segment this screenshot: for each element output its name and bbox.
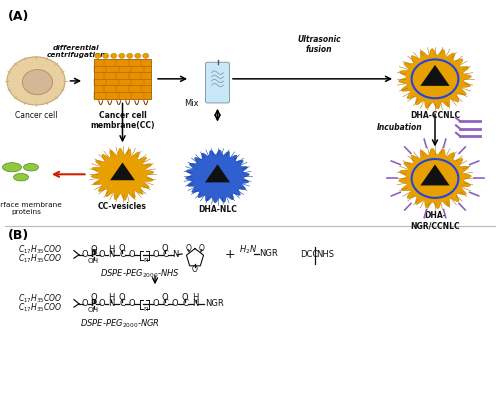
Circle shape	[7, 57, 65, 105]
Text: Cancer cell: Cancer cell	[15, 111, 57, 120]
Text: P: P	[90, 250, 96, 259]
Text: O: O	[118, 244, 126, 253]
Text: N: N	[108, 250, 114, 259]
Text: $C_{17}H_{35}COO$: $C_{17}H_{35}COO$	[18, 302, 62, 314]
Text: O: O	[90, 244, 97, 254]
Text: O: O	[182, 293, 188, 302]
Text: O: O	[82, 250, 88, 259]
Circle shape	[103, 53, 109, 58]
Text: $C_{17}H_{35}COO$: $C_{17}H_{35}COO$	[18, 293, 62, 305]
Text: O: O	[98, 250, 105, 259]
Circle shape	[135, 53, 141, 58]
Text: NGR: NGR	[260, 249, 278, 259]
Polygon shape	[398, 49, 471, 109]
Text: O: O	[199, 244, 205, 253]
Text: O: O	[82, 299, 88, 308]
Text: N: N	[108, 299, 114, 308]
Text: n: n	[144, 257, 148, 263]
Text: n: n	[144, 306, 148, 312]
Text: C: C	[182, 299, 188, 308]
Text: Ultrasonic
fusion: Ultrasonic fusion	[297, 34, 341, 54]
Text: $C_{17}H_{35}COO$: $C_{17}H_{35}COO$	[18, 253, 62, 265]
Polygon shape	[91, 148, 154, 200]
Text: O: O	[90, 293, 97, 303]
Text: N: N	[172, 250, 178, 259]
Text: O: O	[152, 299, 159, 308]
Text: (A): (A)	[8, 10, 29, 23]
Text: differential
centrifugation: differential centrifugation	[46, 45, 106, 58]
Text: O: O	[118, 293, 126, 302]
Circle shape	[143, 53, 149, 58]
Text: DHA-NLC: DHA-NLC	[198, 205, 237, 215]
Text: DSPE-PEG$_{2000}$-NHS: DSPE-PEG$_{2000}$-NHS	[100, 268, 180, 280]
Text: H: H	[108, 244, 114, 254]
Text: $C_{17}H_{35}COO$: $C_{17}H_{35}COO$	[18, 244, 62, 256]
Circle shape	[111, 53, 117, 58]
Text: Incubation: Incubation	[377, 123, 423, 132]
Text: NGR: NGR	[205, 299, 224, 308]
Text: N: N	[192, 299, 198, 308]
Text: O: O	[162, 293, 168, 302]
Text: O: O	[152, 250, 159, 259]
Polygon shape	[110, 162, 135, 180]
Text: O: O	[192, 265, 198, 274]
Text: Mix: Mix	[184, 99, 199, 108]
Text: NHS: NHS	[316, 250, 334, 259]
Ellipse shape	[2, 163, 22, 172]
Ellipse shape	[24, 164, 38, 171]
Polygon shape	[420, 164, 450, 186]
Text: +: +	[224, 248, 235, 261]
Text: DHA-
NGR/CCNLC: DHA- NGR/CCNLC	[410, 211, 460, 230]
Text: DHA-CCNLC: DHA-CCNLC	[410, 111, 460, 120]
Text: H: H	[108, 293, 114, 303]
Text: $H_2N$: $H_2N$	[239, 244, 258, 256]
Polygon shape	[186, 150, 250, 203]
Text: O: O	[162, 244, 168, 253]
Circle shape	[95, 53, 101, 58]
Text: C: C	[162, 250, 168, 259]
Text: C: C	[162, 299, 168, 308]
Text: O: O	[128, 299, 135, 308]
Text: OH: OH	[88, 308, 99, 313]
Text: Surface membrane
proteins: Surface membrane proteins	[0, 202, 62, 215]
FancyBboxPatch shape	[94, 59, 151, 98]
Text: C: C	[119, 299, 125, 308]
Ellipse shape	[14, 173, 28, 181]
FancyBboxPatch shape	[206, 62, 230, 103]
Polygon shape	[205, 164, 230, 182]
Circle shape	[119, 53, 125, 58]
Text: C: C	[119, 250, 125, 259]
Text: H: H	[192, 293, 198, 303]
Text: Cancer cell
membrane(CC): Cancer cell membrane(CC)	[90, 111, 155, 130]
Text: DSPE-PEG$_{2000}$-NGR: DSPE-PEG$_{2000}$-NGR	[80, 317, 160, 330]
Text: DCC: DCC	[300, 250, 318, 259]
Circle shape	[127, 53, 133, 58]
Circle shape	[22, 70, 52, 95]
Text: P: P	[90, 299, 96, 308]
Polygon shape	[420, 65, 450, 86]
Text: O: O	[98, 299, 105, 308]
Text: O: O	[128, 250, 135, 259]
Text: CC-vesicles: CC-vesicles	[98, 202, 147, 211]
Polygon shape	[398, 148, 471, 209]
Text: (B): (B)	[8, 229, 29, 242]
Text: O: O	[185, 244, 191, 253]
Text: O: O	[172, 299, 178, 308]
Text: OH: OH	[88, 259, 99, 264]
